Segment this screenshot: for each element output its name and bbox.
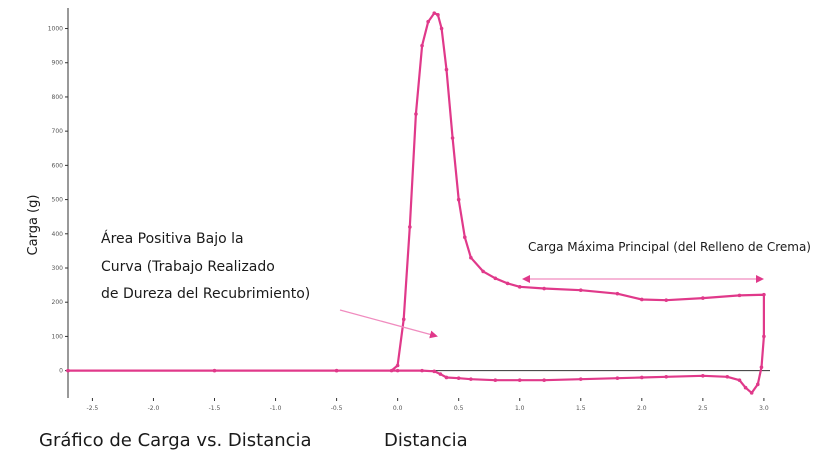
x-tick-label: -1.0: [270, 405, 282, 412]
data-point: [493, 276, 498, 281]
data-point: [578, 377, 583, 381]
x-tick-label: 2.0: [637, 405, 647, 412]
y-tick-label: 300: [52, 265, 64, 272]
data-point: [481, 269, 485, 274]
x-tick-label: 1.5: [576, 405, 586, 412]
data-point: [749, 391, 754, 395]
chart-caption: Gráfico de Carga vs. Distancia: [39, 430, 312, 451]
y-tick-label: 200: [52, 299, 64, 306]
data-point: [759, 365, 764, 370]
data-point: [762, 292, 766, 297]
y-tick-label: 700: [52, 128, 64, 135]
data-point: [395, 363, 400, 368]
series-layer: [66, 11, 766, 395]
data-point: [701, 296, 705, 300]
data-point: [439, 26, 444, 31]
data-point: [762, 334, 766, 339]
data-point: [701, 373, 705, 378]
data-point: [432, 11, 437, 15]
data-point: [517, 378, 522, 383]
data-point: [420, 43, 424, 48]
data-point: [743, 385, 748, 390]
y-tick-label: 500: [52, 197, 64, 204]
y-axis-title: Carga (g): [26, 195, 41, 256]
x-axis-ticks: -2.5 -2.0 -1.5 -1.0 -0.5 0.0 0.5 1.0 1.5 2.0 2.5 3.…: [87, 398, 769, 412]
data-point: [469, 377, 473, 381]
y-tick-label: 400: [52, 231, 64, 238]
data-point: [505, 281, 510, 286]
data-point: [615, 291, 620, 296]
x-tick-label: 1.0: [515, 405, 525, 412]
data-point: [737, 293, 742, 298]
data-point: [66, 368, 70, 373]
data-point: [542, 378, 546, 383]
x-tick-label: 0.5: [454, 405, 464, 412]
area-annotation-line-2: Curva (Trabajo Realizado: [101, 259, 275, 275]
data-point: [462, 235, 467, 240]
data-point: [414, 112, 418, 116]
area-annotation-arrow: [339, 309, 438, 339]
data-point: [640, 375, 644, 380]
data-point: [334, 368, 339, 373]
load-curve: [68, 12, 766, 394]
data-point: [426, 19, 430, 24]
x-tick-label: 2.5: [698, 405, 708, 412]
data-point: [444, 67, 449, 72]
y-tick-label: 600: [52, 162, 64, 169]
data-point: [493, 378, 498, 383]
data-point: [408, 225, 412, 229]
y-tick-label: 900: [52, 60, 64, 67]
data-point: [725, 374, 730, 379]
y-tick-label: 0: [59, 368, 63, 375]
data-point: [438, 372, 443, 376]
data-point: [542, 286, 546, 291]
x-tick-label: -2.0: [148, 405, 160, 412]
x-tick-label: -2.5: [87, 405, 99, 412]
data-point: [469, 255, 473, 260]
data-point: [755, 382, 760, 387]
area-annotation-line-1: Área Positiva Bajo la: [101, 230, 244, 247]
x-tick-label: -0.5: [331, 405, 343, 412]
data-point: [389, 368, 394, 373]
data-point: [444, 375, 449, 380]
data-point: [615, 376, 620, 380]
data-point: [517, 285, 522, 289]
area-annotation-line-3: de Dureza del Recubrimiento): [101, 286, 310, 302]
max-load-annotation: Carga Máxima Principal (del Relleno de C…: [528, 240, 811, 254]
data-point: [436, 13, 440, 17]
data-point: [395, 368, 400, 373]
data-point: [212, 368, 217, 373]
data-point: [664, 374, 669, 379]
data-point: [737, 378, 742, 383]
x-tick-label: 0.0: [393, 405, 403, 412]
data-point: [578, 288, 583, 293]
data-point: [420, 368, 424, 373]
data-point: [401, 317, 406, 322]
data-point: [432, 369, 437, 374]
x-tick-label: -1.5: [209, 405, 221, 412]
y-tick-label: 1000: [48, 26, 63, 33]
x-tick-label: 3.0: [759, 405, 769, 412]
y-tick-label: 800: [52, 94, 64, 101]
data-point: [450, 136, 455, 140]
data-point: [456, 376, 461, 380]
y-tick-label: 100: [52, 333, 64, 340]
x-axis-title: Distancia: [384, 430, 468, 451]
data-point: [640, 297, 644, 302]
data-point: [664, 298, 669, 302]
y-axis-ticks: 0 100 200 300 400 500 600 700 800 900 1000: [48, 26, 68, 375]
data-point: [456, 197, 461, 202]
